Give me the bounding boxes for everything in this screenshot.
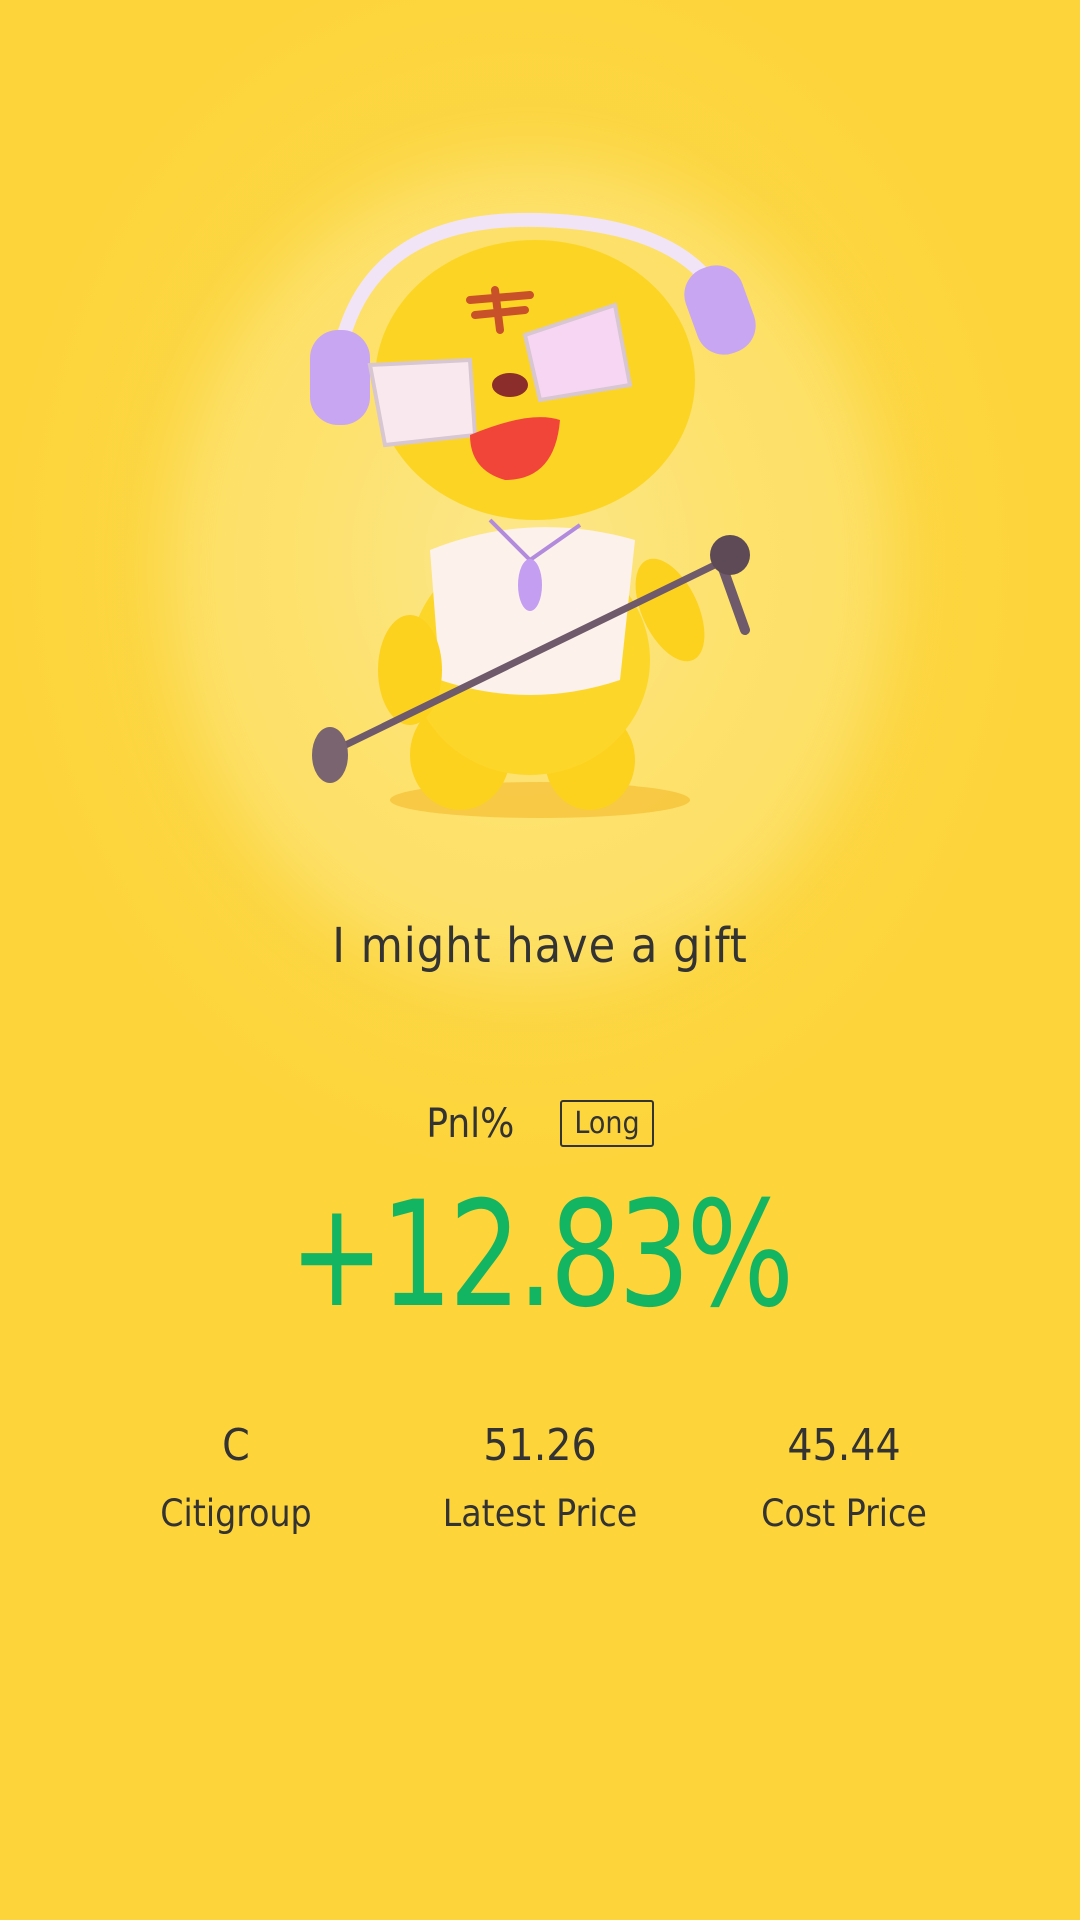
stat-symbol: C Citigroup xyxy=(76,1418,396,1535)
stat-label: Latest Price xyxy=(442,1492,638,1535)
gift-title: I might have a gift xyxy=(332,918,748,974)
mouth xyxy=(470,417,560,480)
mic-base xyxy=(312,727,348,783)
pendant xyxy=(518,559,542,611)
pnl-label: Pnl% xyxy=(426,1100,515,1147)
sunglasses-right xyxy=(522,302,633,403)
left-arm xyxy=(378,615,442,725)
headphone-left xyxy=(310,330,370,425)
mic-head xyxy=(710,535,750,575)
stat-cost-price: 45.44 Cost Price xyxy=(684,1418,1004,1535)
position-side-badge: Long xyxy=(560,1100,654,1147)
stat-label: Citigroup xyxy=(160,1492,312,1535)
headphone-right xyxy=(684,265,756,355)
stat-value: C xyxy=(222,1420,250,1471)
sunglasses-left xyxy=(367,357,478,448)
stat-value: 45.44 xyxy=(787,1420,901,1471)
pnl-percentage-value: +12.83% xyxy=(289,1170,794,1340)
stat-value: 51.26 xyxy=(483,1420,597,1471)
pnl-header: Pnl% Long xyxy=(0,1100,1080,1147)
tiger-mascot-illustration xyxy=(310,212,756,818)
stat-latest-price: 51.26 Latest Price xyxy=(380,1418,700,1535)
stat-label: Cost Price xyxy=(761,1492,927,1535)
shirt xyxy=(430,527,635,695)
mic-stand xyxy=(321,556,729,759)
headphone-band xyxy=(333,212,737,352)
right-arm xyxy=(635,558,705,662)
